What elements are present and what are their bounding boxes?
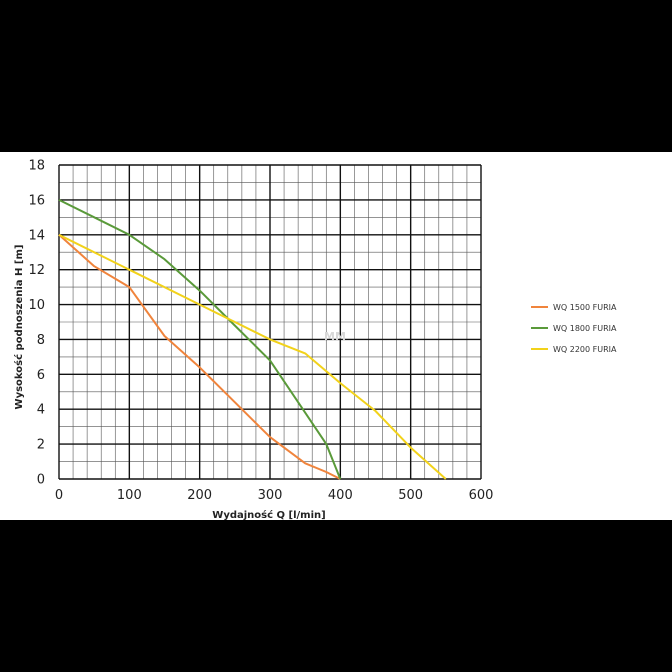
series-lines: [58, 199, 447, 480]
major-gridlines: [58, 164, 482, 480]
series-line-1: [58, 234, 341, 480]
tick-labels: 0 100 200 300 400 500 600 0 2 4 6 8 10 12 14 16 18: [28, 159, 493, 504]
x-tick-label: 0: [55, 488, 63, 503]
y-tick-label: 0: [37, 473, 45, 488]
chart-panel: 0 100 200 300 400 500 600 0 2 4 6 8 10 12 14 16 18 MM Wy…: [0, 152, 672, 520]
x-tick-label: 300: [258, 488, 283, 503]
pump-curve-chart: 0 100 200 300 400 500 600 0 2 4 6 8 10 12 14 16 18 MM Wy…: [13, 159, 617, 521]
legend: WQ 1500 FURIA WQ 1800 FURIA WQ 2200 FURIA: [531, 303, 617, 354]
y-tick-label: 4: [37, 403, 45, 418]
x-tick-label: 600: [469, 488, 494, 503]
y-axis-title: Wysokość podnoszenia H [m]: [13, 245, 25, 410]
watermark: MM: [324, 330, 346, 343]
x-axis-title: Wydajność Q [l/min]: [212, 509, 325, 520]
x-tick-label: 100: [117, 488, 142, 503]
series-line-3: [58, 233, 447, 480]
legend-label-1: WQ 1500 FURIA: [553, 303, 617, 312]
legend-label-2: WQ 1800 FURIA: [553, 324, 617, 333]
y-tick-label: 18: [28, 159, 45, 174]
y-tick-label: 2: [37, 438, 45, 453]
x-tick-label: 200: [187, 488, 212, 503]
y-tick-label: 12: [28, 263, 45, 278]
y-tick-label: 8: [37, 333, 45, 348]
y-tick-label: 6: [37, 368, 45, 383]
x-tick-label: 400: [328, 488, 353, 503]
x-tick-label: 500: [398, 488, 423, 503]
series-line-2: [58, 199, 342, 480]
y-tick-label: 14: [28, 228, 45, 243]
legend-label-3: WQ 2200 FURIA: [553, 345, 617, 354]
y-tick-label: 16: [28, 193, 45, 208]
y-tick-label: 10: [28, 298, 45, 313]
